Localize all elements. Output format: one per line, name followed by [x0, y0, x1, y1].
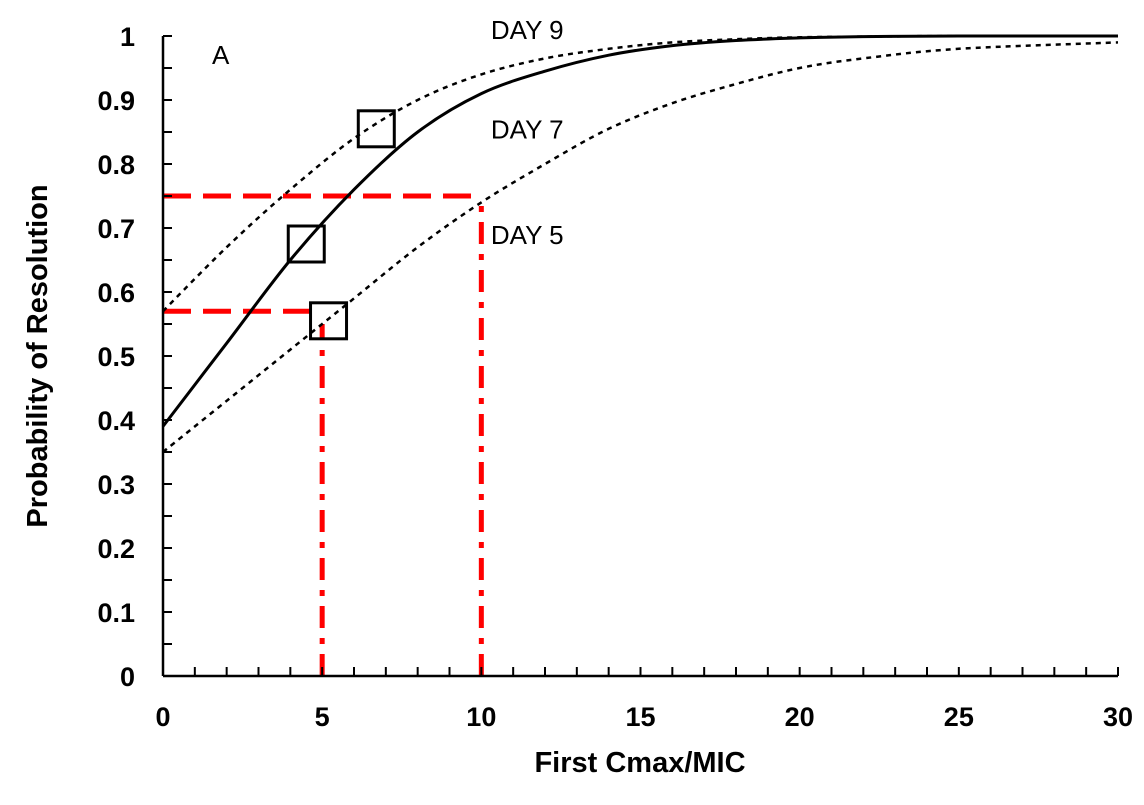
y-tick-label: 0.9: [97, 86, 135, 116]
x-tick-label: 15: [625, 702, 655, 732]
series-lines: [161, 34, 1119, 453]
series-line-day-7: [161, 34, 1119, 428]
x-tick-label: 20: [785, 702, 815, 732]
series-label-day-5: DAY 5: [491, 220, 564, 250]
x-tick-label: 10: [466, 702, 496, 732]
x-tick-label: 25: [944, 702, 974, 732]
x-tick-label: 0: [155, 702, 170, 732]
y-tick-label: 0.6: [97, 278, 135, 308]
series-labels: DAY 9 DAY 7 DAY 5: [491, 15, 564, 250]
y-tick-label: 0.2: [97, 534, 135, 564]
series-label-day-7: DAY 7: [491, 114, 564, 144]
y-tick-label: 0: [120, 662, 135, 692]
series-label-day-9: DAY 9: [491, 15, 564, 45]
marker-day-5: [309, 301, 349, 341]
y-tick-label: 0.4: [97, 406, 135, 436]
x-tick-label: 5: [315, 702, 330, 732]
panel-label: A: [212, 40, 230, 70]
axes: [161, 36, 1118, 678]
y-tick-label: 0.7: [97, 214, 135, 244]
axis-ticks: 0 5 10 15 20 25 30 0 0.1 0.2 0.3 0.4 0.5 0.6 0.7 0.8 0.9…: [97, 22, 1133, 732]
y-tick-label: 0.1: [97, 598, 135, 628]
x-axis-title: First Cmax/MIC: [534, 747, 745, 779]
y-tick-label: 0.5: [97, 342, 135, 372]
reference-lines: [163, 193, 484, 676]
marker-day-7: [286, 224, 326, 264]
series-line-day-5: [162, 41, 1119, 453]
series-line-day-9: [162, 34, 1119, 313]
y-tick-label: 1: [120, 22, 135, 52]
series-markers: [286, 109, 396, 341]
y-axis-title: Probability of Resolution: [22, 184, 54, 527]
y-tick-label: 0.3: [97, 470, 135, 500]
marker-day-9: [356, 109, 396, 149]
x-tick-label: 30: [1103, 702, 1133, 732]
y-tick-label: 0.8: [97, 150, 135, 180]
